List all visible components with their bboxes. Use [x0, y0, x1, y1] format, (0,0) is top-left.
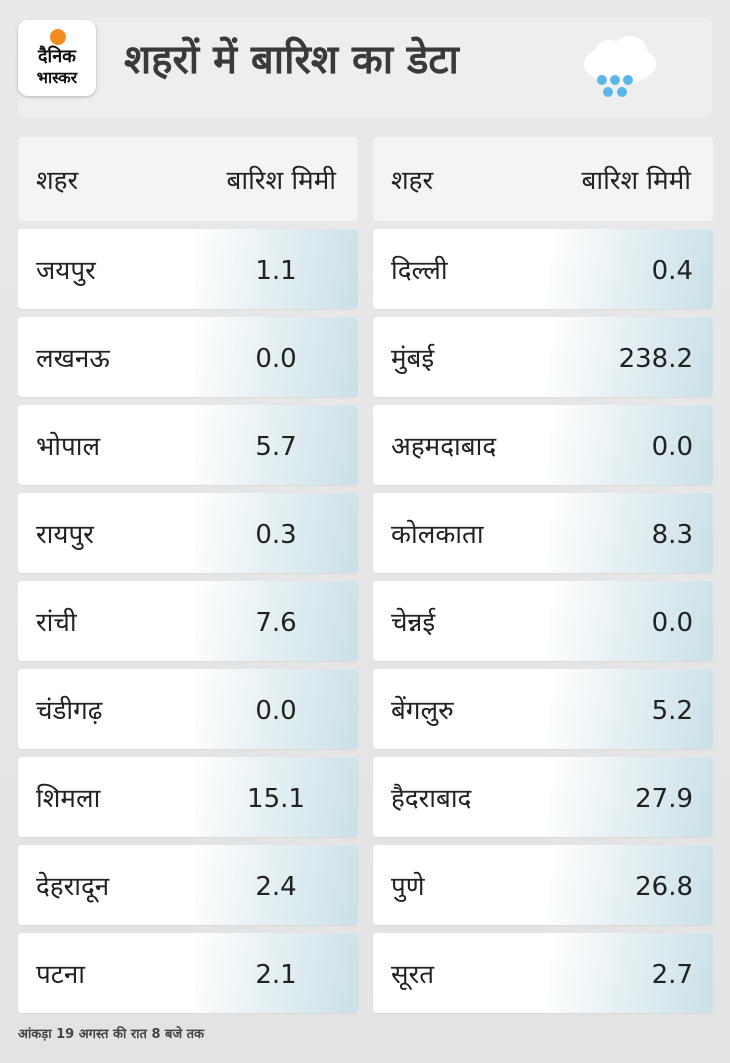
- city-name: बेंगलुरु: [391, 696, 454, 726]
- city-name: लखनऊ: [36, 344, 110, 374]
- city-name: रांची: [36, 608, 77, 638]
- value-cell-background: [549, 669, 713, 749]
- value-cell-background: [194, 317, 358, 397]
- city-name: जयपुर: [36, 256, 96, 286]
- rainfall-value: 2.1: [255, 960, 297, 990]
- column-header-rain: बारिश मिमी: [581, 166, 691, 196]
- rainfall-value: 7.6: [255, 608, 297, 638]
- table-row: पटना 2.1: [18, 933, 358, 1013]
- table-row: कोलकाता 8.3: [373, 493, 713, 573]
- table-row: बेंगलुरु 5.2: [373, 669, 713, 749]
- value-cell-background: [194, 405, 358, 485]
- table-row: शिमला 15.1: [18, 757, 358, 837]
- city-name: कोलकाता: [391, 520, 484, 550]
- rainfall-value: 0.4: [651, 256, 693, 286]
- rainfall-value: 26.8: [635, 872, 693, 902]
- value-cell-background: [194, 933, 358, 1013]
- table-row: चंडीगढ़ 0.0: [18, 669, 358, 749]
- rainfall-value: 5.2: [651, 696, 693, 726]
- value-cell-background: [549, 229, 713, 309]
- data-footnote: आंकड़ा 19 अगस्त की रात 8 बजे तक: [18, 1027, 205, 1042]
- city-name: पटना: [36, 960, 86, 990]
- sun-logo-icon: [50, 29, 66, 45]
- rainfall-value: 0.0: [651, 608, 693, 638]
- value-cell-background: [549, 757, 713, 837]
- logo-line1: दैनिक: [37, 46, 77, 67]
- city-name: भोपाल: [36, 432, 101, 462]
- table-row: हैदराबाद 27.9: [373, 757, 713, 837]
- value-cell-background: [194, 669, 358, 749]
- city-name: दिल्ली: [391, 256, 448, 286]
- value-cell-background: [194, 845, 358, 925]
- city-name: हैदराबाद: [391, 784, 472, 814]
- city-name: सूरत: [391, 960, 435, 990]
- table-row: मुंबई 238.2: [373, 317, 713, 397]
- value-cell-background: [549, 493, 713, 573]
- table-header: शहर बारिश मिमी: [373, 137, 713, 221]
- table-row: देहरादून 2.4: [18, 845, 358, 925]
- value-cell-background: [194, 581, 358, 661]
- column-header-city: शहर: [391, 166, 434, 196]
- table-row: पुणे 26.8: [373, 845, 713, 925]
- page-title: शहरों में बारिश का डेटा: [124, 37, 459, 83]
- table-row: सूरत 2.7: [373, 933, 713, 1013]
- table-row: जयपुर 1.1: [18, 229, 358, 309]
- value-cell-background: [549, 581, 713, 661]
- rainfall-value: 0.3: [255, 520, 297, 550]
- rainfall-value: 0.0: [255, 344, 297, 374]
- table-row: दिल्ली 0.4: [373, 229, 713, 309]
- table-row: चेन्नई 0.0: [373, 581, 713, 661]
- table-row: भोपाल 5.7: [18, 405, 358, 485]
- table-row: रांची 7.6: [18, 581, 358, 661]
- value-cell-background: [549, 317, 713, 397]
- column-header-rain: बारिश मिमी: [226, 166, 336, 196]
- city-name: देहरादून: [36, 872, 110, 902]
- table-header: शहर बारिश मिमी: [18, 137, 358, 221]
- rain-table-left: शहर बारिश मिमी जयपुर 1.1 लखनऊ 0.0 भोपाल 5.7 रा…: [18, 137, 358, 1013]
- city-name: चंडीगढ़: [36, 696, 103, 726]
- city-name: मुंबई: [391, 344, 435, 374]
- city-name: पुणे: [391, 872, 425, 902]
- rainfall-value: 2.4: [255, 872, 297, 902]
- logo-line2: भास्कर: [36, 68, 78, 87]
- column-header-city: शहर: [36, 166, 79, 196]
- value-cell-background: [549, 933, 713, 1013]
- rain-table-right: शहर बारिश मिमी दिल्ली 0.4 मुंबई 238.2 अहमदाब…: [373, 137, 713, 1013]
- rainfall-value: 0.0: [651, 432, 693, 462]
- value-cell-background: [194, 757, 358, 837]
- city-name: अहमदाबाद: [391, 432, 497, 462]
- city-name: शिमला: [36, 784, 101, 814]
- value-cell-background: [194, 493, 358, 573]
- table-row: अहमदाबाद 0.0: [373, 405, 713, 485]
- rainfall-value: 8.3: [651, 520, 693, 550]
- rainfall-value: 0.0: [255, 696, 297, 726]
- rainfall-value: 27.9: [635, 784, 693, 814]
- rainfall-value: 5.7: [255, 432, 297, 462]
- table-row: रायपुर 0.3: [18, 493, 358, 573]
- rainfall-value: 15.1: [247, 784, 305, 814]
- city-name: चेन्नई: [391, 608, 436, 638]
- rainfall-value: 2.7: [651, 960, 693, 990]
- brand-logo: दैनिक भास्कर: [18, 20, 96, 96]
- value-cell-background: [549, 405, 713, 485]
- rainfall-value: 238.2: [618, 344, 693, 374]
- table-row: लखनऊ 0.0: [18, 317, 358, 397]
- value-cell-background: [549, 845, 713, 925]
- city-name: रायपुर: [36, 520, 94, 550]
- rain-cloud-icon: [584, 36, 656, 97]
- value-cell-background: [194, 229, 358, 309]
- rainfall-value: 1.1: [255, 256, 297, 286]
